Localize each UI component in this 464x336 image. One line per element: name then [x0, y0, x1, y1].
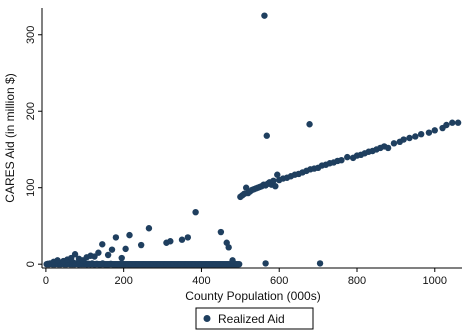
data-point	[118, 254, 125, 262]
data-point	[184, 234, 192, 241]
x-tick-label: 200	[114, 275, 132, 287]
data-point	[167, 238, 174, 245]
data-point	[261, 12, 268, 19]
y-tick-label: 300	[25, 26, 37, 44]
data-point	[108, 246, 116, 253]
data-point	[104, 251, 112, 259]
x-tick-label: 800	[348, 275, 366, 287]
data-point	[217, 228, 225, 236]
y-tick-label: 200	[25, 102, 37, 120]
x-tick-label: 0	[43, 275, 49, 287]
data-point	[178, 236, 186, 243]
legend-marker	[203, 315, 211, 322]
data-point	[99, 241, 106, 248]
data-point	[390, 140, 398, 147]
x-ticks: 0 200 400 600 800 1000	[43, 268, 447, 287]
data-point	[274, 171, 281, 178]
data-point	[126, 231, 133, 239]
x-tick-label: 600	[270, 275, 288, 287]
data-point	[192, 208, 199, 216]
data-point	[384, 144, 392, 152]
data-point	[344, 153, 351, 161]
data-point	[225, 244, 232, 251]
data-point	[95, 249, 102, 256]
data-point	[145, 225, 153, 232]
data-point	[229, 257, 236, 264]
data-point	[272, 182, 279, 190]
data-point	[306, 121, 313, 128]
data-point	[449, 119, 456, 126]
data-point	[412, 133, 419, 140]
data-point	[270, 177, 277, 185]
data-point	[316, 260, 324, 267]
y-tick-label: 0	[25, 261, 37, 267]
x-axis-label: County Population (000s)	[185, 289, 320, 303]
data-point	[262, 260, 269, 267]
y-axis-label: CARES Aid (in million $)	[3, 73, 17, 202]
data-point	[54, 257, 61, 264]
data-point	[112, 234, 120, 241]
y-tick-label: 100	[25, 179, 37, 197]
data-point	[400, 136, 407, 143]
data-point	[137, 241, 145, 249]
x-tick-label: 1000	[423, 275, 447, 287]
data-point	[431, 127, 438, 134]
legend-label: Realized Aid	[218, 312, 285, 326]
data-point	[71, 251, 79, 258]
legend-box	[195, 307, 314, 330]
data-point	[235, 260, 243, 268]
data-point	[454, 119, 462, 126]
data-point	[417, 130, 425, 138]
points-layer	[43, 12, 462, 268]
x-tick-label: 400	[192, 275, 210, 287]
legend: Realized Aid	[195, 307, 314, 330]
data-point	[425, 129, 433, 136]
y-ticks: 0 100 200 300	[25, 26, 42, 267]
data-point	[338, 156, 345, 164]
data-point	[406, 134, 413, 142]
data-point	[122, 245, 129, 253]
data-point	[263, 132, 270, 139]
data-point	[443, 121, 450, 129]
